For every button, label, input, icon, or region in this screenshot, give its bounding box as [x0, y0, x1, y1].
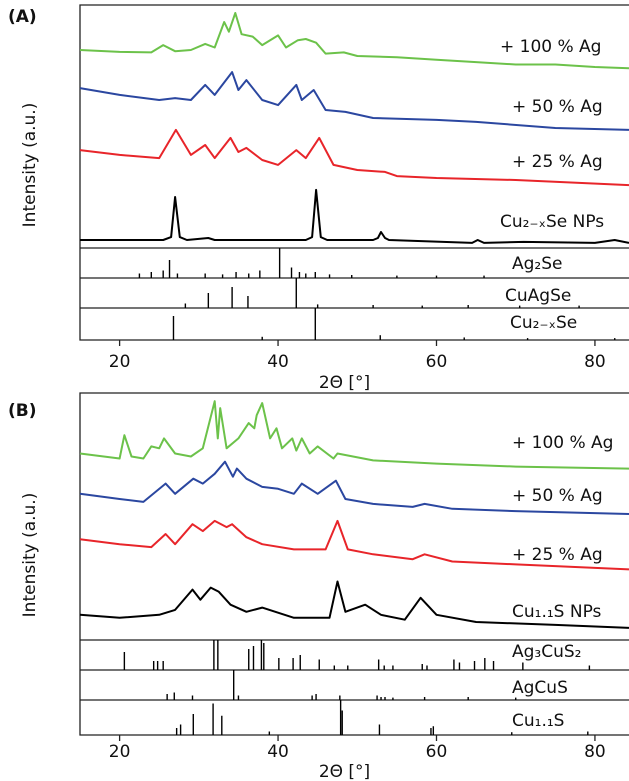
data-line — [79, 12, 629, 70]
data-line — [80, 188, 629, 244]
series-label: + 50 % Ag — [512, 97, 603, 117]
reference-label: Cu₁.₁S — [512, 711, 564, 731]
x-tick-label: 20 — [109, 352, 131, 372]
x-axis-label: 2Θ [°] — [319, 762, 370, 781]
data-line — [79, 71, 629, 131]
axes-frame — [79, 392, 629, 736]
series-label: + 100 % Ag — [512, 433, 613, 453]
x-tick-label: 60 — [426, 352, 448, 372]
data-line — [79, 460, 629, 515]
x-axis-label: 2Θ [°] — [319, 373, 370, 393]
reference-label: Cu₂₋ₓSe — [510, 313, 577, 333]
reference-label: CuAgSe — [505, 286, 571, 306]
x-tick-label: 80 — [584, 352, 606, 372]
reference-label: AgCuS — [512, 678, 568, 698]
series-label: + 50 % Ag — [512, 486, 603, 506]
series-label: + 25 % Ag — [512, 545, 603, 565]
series-label: Cu₂₋ₓSe NPs — [500, 212, 604, 232]
reference-label: Ag₃CuS₂ — [512, 642, 582, 662]
x-tick-label: 80 — [584, 742, 606, 762]
y-axis-label: Intensity (a.u.) — [20, 103, 40, 228]
data-line — [79, 519, 629, 571]
x-tick-label: 40 — [267, 352, 289, 372]
axes-frame — [79, 4, 629, 341]
x-tick-label: 40 — [267, 742, 289, 762]
data-line — [79, 400, 629, 470]
data-line — [79, 580, 629, 629]
x-tick-label: 20 — [109, 742, 131, 762]
panel-label: (B) — [8, 401, 37, 421]
data-line — [79, 128, 629, 187]
series-label: Cu₁.₁S NPs — [512, 602, 602, 622]
series-label: + 25 % Ag — [512, 152, 603, 172]
panel-label: (A) — [8, 7, 37, 27]
series-label: + 100 % Ag — [500, 37, 601, 57]
reference-label: Ag₂Se — [512, 254, 563, 274]
y-axis-label: Intensity (a.u.) — [20, 493, 40, 618]
x-tick-label: 60 — [426, 742, 448, 762]
